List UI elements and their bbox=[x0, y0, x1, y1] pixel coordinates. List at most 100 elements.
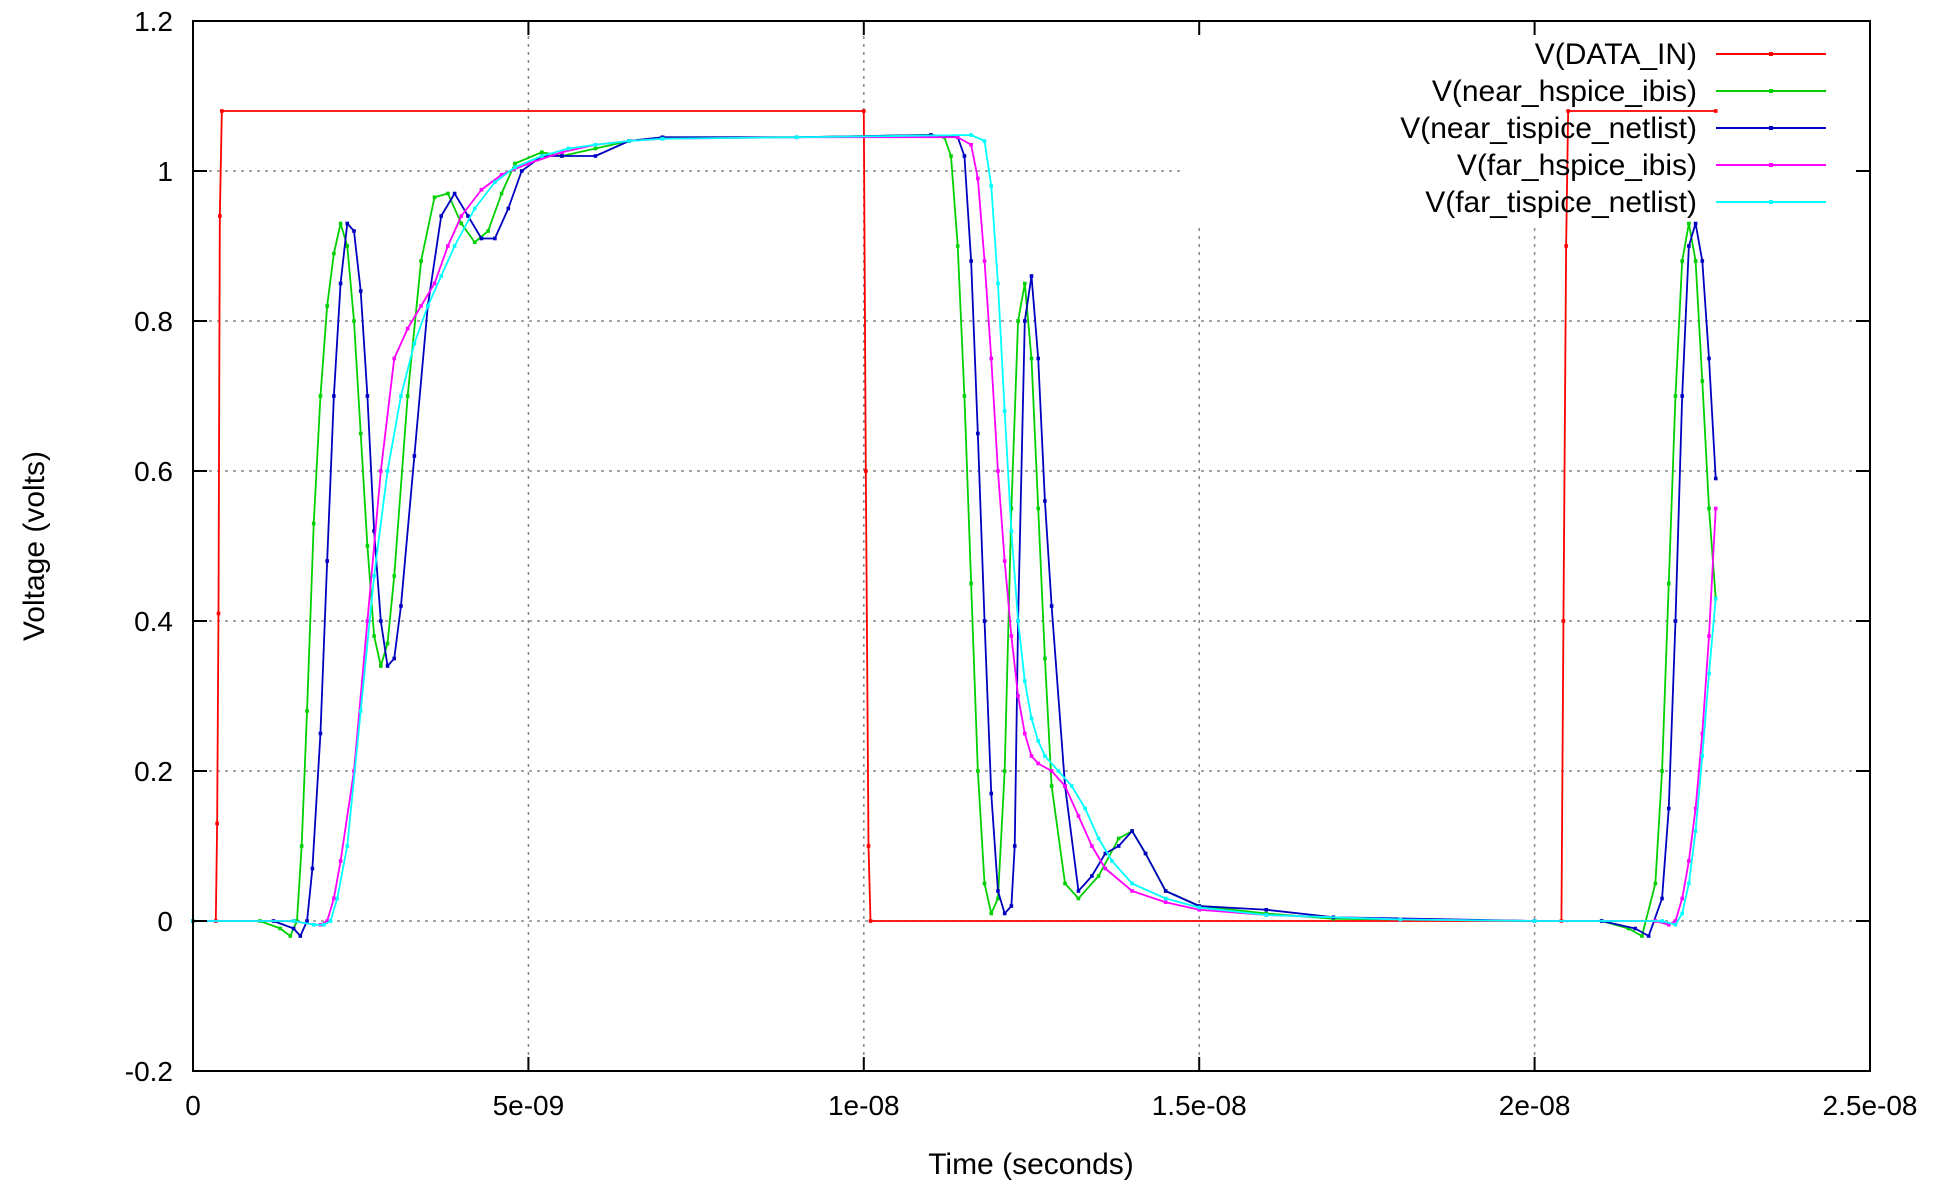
y-tick-label: 0.4 bbox=[134, 606, 173, 637]
ticks: -0.2 0 0.2 0.4 0.6 0.8 1 1.2 0 5e-09 1e-08 1.5e-08 2… bbox=[125, 6, 1918, 1121]
data-point bbox=[1056, 769, 1061, 773]
data-point bbox=[446, 244, 450, 248]
y-tick-label: 1 bbox=[157, 156, 173, 187]
data-point bbox=[432, 195, 437, 200]
series-line bbox=[193, 134, 1717, 926]
y-tick-label: 0.2 bbox=[134, 756, 173, 787]
data-point bbox=[1707, 634, 1711, 638]
legend-label: V(DATA_IN) bbox=[1535, 38, 1697, 71]
data-point bbox=[1090, 874, 1094, 878]
data-point bbox=[332, 896, 336, 901]
data-point bbox=[982, 881, 987, 886]
legend: V(DATA_IN) V(near_hspice_ibis) V(near_tisp… bbox=[1400, 38, 1826, 219]
data-point bbox=[372, 529, 376, 533]
data-point bbox=[1680, 394, 1684, 398]
data-point bbox=[291, 926, 296, 931]
data-point bbox=[405, 326, 410, 331]
data-point bbox=[1693, 806, 1698, 811]
data-point bbox=[566, 146, 571, 151]
data-point bbox=[392, 656, 397, 661]
data-point bbox=[385, 641, 390, 646]
data-point bbox=[305, 919, 309, 923]
data-point bbox=[989, 791, 994, 796]
data-point bbox=[1130, 829, 1134, 833]
data-point bbox=[493, 180, 497, 185]
legend-entry: V(far_tispice_netlist) bbox=[1425, 186, 1826, 219]
data-point bbox=[989, 911, 994, 916]
data-point bbox=[1016, 319, 1020, 323]
data-point bbox=[560, 150, 564, 155]
data-point bbox=[660, 136, 665, 141]
data-point bbox=[1002, 769, 1007, 773]
data-point bbox=[405, 394, 410, 398]
data-point bbox=[1069, 784, 1074, 788]
data-point bbox=[1022, 281, 1027, 286]
data-point bbox=[372, 574, 376, 578]
plot-frame bbox=[192, 20, 1871, 1072]
data-point bbox=[452, 191, 457, 196]
data-point bbox=[1673, 394, 1678, 398]
data-point bbox=[345, 844, 350, 848]
legend-label: V(far_hspice_ibis) bbox=[1457, 149, 1697, 182]
legend-label: V(near_hspice_ibis) bbox=[1432, 75, 1697, 108]
series-3 bbox=[191, 135, 1718, 927]
data-point bbox=[969, 133, 973, 137]
data-point bbox=[1002, 911, 1007, 916]
legend-marker bbox=[1769, 163, 1773, 167]
y-tick-label: -0.2 bbox=[125, 1056, 173, 1087]
data-point bbox=[1532, 919, 1537, 923]
data-point bbox=[862, 109, 866, 113]
data-point bbox=[1012, 844, 1017, 848]
data-point bbox=[996, 281, 1000, 286]
data-point bbox=[949, 154, 953, 158]
data-point bbox=[1673, 619, 1678, 623]
data-point bbox=[311, 521, 316, 526]
data-point bbox=[278, 926, 282, 931]
data-point bbox=[1049, 604, 1054, 608]
data-point bbox=[220, 109, 224, 113]
data-point bbox=[1063, 881, 1067, 886]
data-point bbox=[1143, 851, 1148, 856]
data-point bbox=[1687, 221, 1691, 226]
data-point bbox=[1076, 889, 1081, 893]
data-point bbox=[1029, 754, 1034, 758]
data-point bbox=[372, 634, 376, 638]
legend-label: V(far_tispice_netlist) bbox=[1425, 186, 1697, 219]
legend-entry: V(near_tispice_netlist) bbox=[1400, 112, 1826, 145]
data-point bbox=[385, 664, 390, 668]
data-point bbox=[325, 304, 329, 308]
data-point bbox=[1680, 259, 1684, 263]
data-point bbox=[1566, 109, 1570, 113]
data-point bbox=[1197, 907, 1201, 912]
data-point bbox=[996, 469, 1000, 473]
data-point bbox=[365, 394, 370, 398]
data-point bbox=[1700, 259, 1705, 263]
data-point bbox=[1130, 881, 1134, 886]
data-point bbox=[325, 559, 329, 563]
y-tick-label: 1.2 bbox=[134, 6, 173, 37]
data-point bbox=[513, 161, 517, 166]
x-axis-title: Time (seconds) bbox=[928, 1148, 1134, 1181]
data-point bbox=[310, 866, 315, 871]
data-point bbox=[526, 161, 531, 166]
data-point bbox=[1103, 851, 1108, 856]
data-point bbox=[1713, 506, 1718, 511]
data-point bbox=[1707, 506, 1711, 511]
data-point bbox=[472, 240, 477, 245]
x-tick-label: 5e-09 bbox=[493, 1090, 565, 1121]
data-point bbox=[218, 214, 222, 218]
data-point bbox=[982, 259, 987, 263]
legend-label: V(near_tispice_netlist) bbox=[1400, 112, 1697, 145]
data-point bbox=[466, 214, 470, 218]
data-point bbox=[459, 214, 464, 218]
data-point bbox=[1713, 476, 1718, 481]
data-point bbox=[439, 274, 443, 278]
data-point bbox=[322, 922, 326, 927]
data-point bbox=[479, 187, 484, 192]
x-tick-label: 1.5e-08 bbox=[1152, 1090, 1247, 1121]
data-point bbox=[1009, 634, 1014, 638]
data-point bbox=[1002, 409, 1007, 413]
data-point bbox=[338, 281, 343, 286]
data-point bbox=[1700, 379, 1705, 383]
